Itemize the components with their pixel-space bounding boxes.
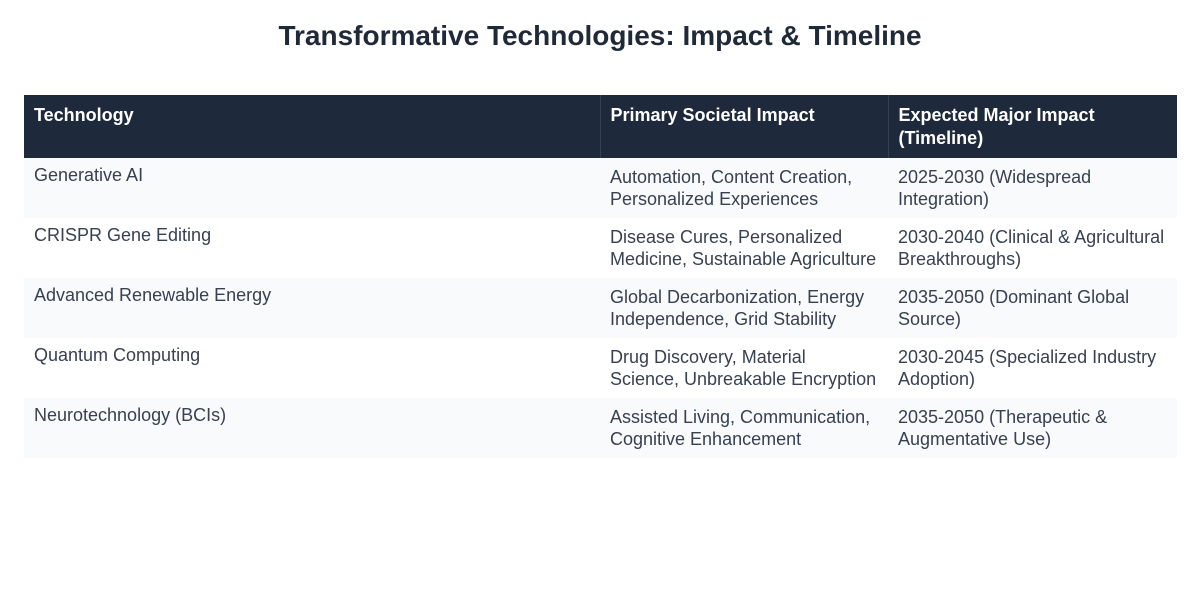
technology-table: Technology Primary Societal Impact Expec…: [24, 95, 1177, 458]
cell-impact: Drug Discovery, Material Science, Unbrea…: [610, 347, 877, 389]
cell-timeline: 2030-2040 (Clinical & Agricultural Break…: [898, 227, 1165, 269]
table-body: Generative AI Automation, Content Creati…: [24, 158, 1177, 458]
cell-technology: Neurotechnology (BCIs): [34, 405, 227, 425]
cell-timeline: 2035-2050 (Dominant Global Source): [898, 287, 1130, 329]
table-row: Neurotechnology (BCIs) Assisted Living, …: [24, 398, 1177, 458]
column-header-timeline: Expected Major Impact (Timeline): [887, 95, 1177, 158]
cell-impact: Global Decarbonization, Energy Independe…: [610, 287, 865, 329]
cell-impact: Automation, Content Creation, Personaliz…: [610, 167, 853, 209]
table-row: Advanced Renewable Energy Global Decarbo…: [24, 278, 1177, 338]
cell-timeline: 2035-2050 (Therapeutic & Augmentative Us…: [898, 407, 1108, 449]
table-header-row: Technology Primary Societal Impact Expec…: [24, 95, 1177, 158]
table-row: Generative AI Automation, Content Creati…: [24, 158, 1177, 218]
page-title: Transformative Technologies: Impact & Ti…: [278, 20, 922, 51]
cell-technology: Quantum Computing: [34, 345, 201, 365]
table-row: CRISPR Gene Editing Disease Cures, Perso…: [24, 218, 1177, 278]
cell-technology: CRISPR Gene Editing: [34, 225, 212, 245]
column-header-impact: Primary Societal Impact: [599, 95, 888, 158]
cell-timeline: 2025-2030 (Widespread Integration): [898, 167, 1092, 209]
cell-technology: Advanced Renewable Energy: [34, 285, 272, 305]
cell-impact: Assisted Living, Communication, Cognitiv…: [610, 407, 871, 449]
cell-impact: Disease Cures, Personalized Medicine, Su…: [610, 227, 877, 269]
column-header-technology: Technology: [34, 105, 134, 125]
table-header: Technology Primary Societal Impact Expec…: [24, 95, 1177, 158]
table-row: Quantum Computing Drug Discovery, Materi…: [24, 338, 1177, 398]
cell-technology: Generative AI: [34, 165, 144, 185]
cell-timeline: 2030-2045 (Specialized Industry Adoption…: [898, 347, 1157, 389]
